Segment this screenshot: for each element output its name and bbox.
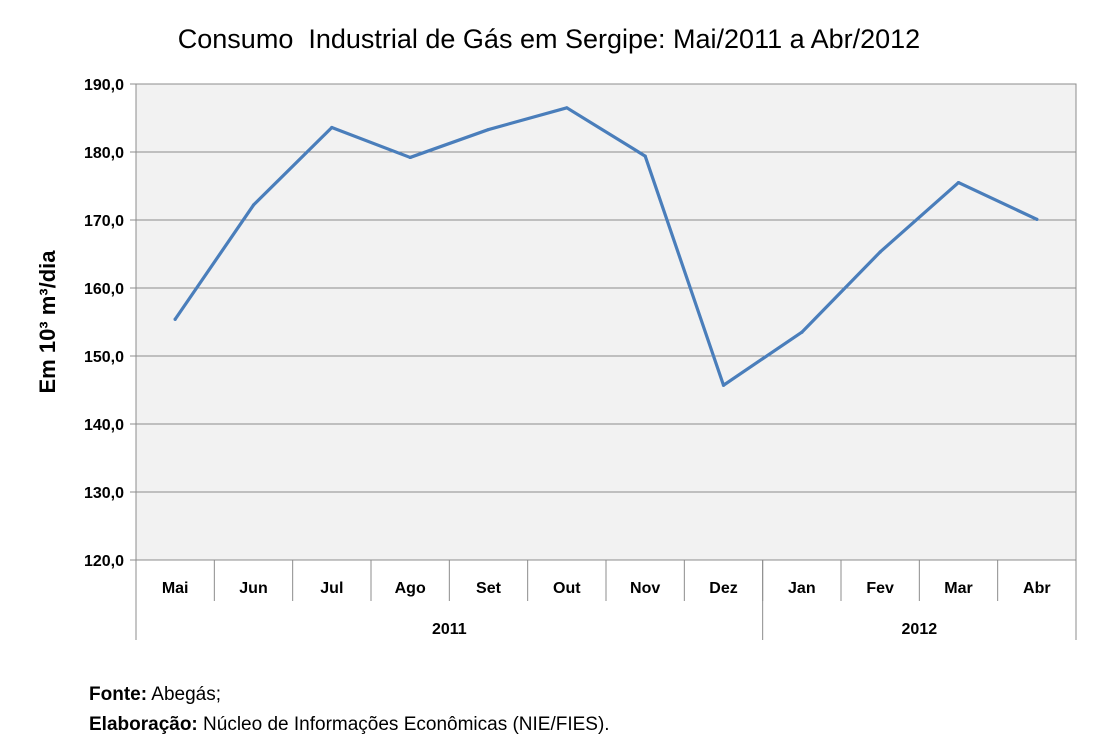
x-tick-label: Jul (320, 580, 343, 597)
source-label: Fonte: (89, 684, 148, 705)
y-tick-label: 170,0 (84, 213, 124, 230)
y-axis-tick-labels: 120,0 130,0 140,0 150,0 160,0 170,0 180,0 190,0 (84, 77, 124, 570)
group-label: 2011 (432, 621, 467, 638)
series-line (173, 106, 1039, 387)
data-point (956, 181, 961, 185)
x-tick-label: Ago (395, 580, 426, 597)
y-tick-label: 140,0 (84, 417, 124, 434)
data-point (643, 154, 647, 158)
y-tick-label: 130,0 (84, 485, 124, 502)
x-tick-label: Fev (866, 580, 894, 597)
y-tick-label: 180,0 (84, 145, 124, 162)
y-tick-label: 120,0 (84, 553, 124, 570)
x-tick-label: Mar (944, 580, 972, 597)
series-lines (173, 106, 1039, 387)
gridlines (130, 83, 1076, 561)
x-tick-label: Out (553, 580, 581, 597)
y-tick-label: 160,0 (84, 281, 124, 298)
y-tick-label: 150,0 (84, 349, 124, 366)
data-point (878, 250, 882, 254)
plot-background (135, 83, 1077, 561)
x-axis-tick-labels: Mai Jun Jul Ago Set Out Nov Dez Jan Fev Mar Abr (162, 580, 1051, 597)
axes (135, 84, 1077, 640)
credit-text: Núcleo de Informações Econômicas (NIE/FI… (197, 714, 610, 735)
x-tick-label: Nov (630, 580, 660, 597)
data-point (800, 330, 804, 334)
source-note: Fonte: Abegás; (89, 684, 221, 706)
x-axis-year-groups: 2011 2012 (432, 560, 1077, 640)
data-point (1035, 217, 1039, 221)
x-tick-label: Set (476, 580, 502, 597)
data-point (330, 125, 334, 130)
credit-note: Elaboração: Núcleo de Informações Econôm… (89, 714, 610, 736)
data-point (565, 106, 569, 110)
data-point (408, 155, 412, 160)
group-label: 2012 (902, 621, 938, 638)
x-tick-label: Abr (1023, 580, 1051, 597)
data-point (486, 127, 491, 132)
chart-title: Consumo Industrial de Gás em Sergipe: Ma… (178, 24, 920, 54)
data-point (721, 383, 726, 387)
y-tick-label: 190,0 (84, 77, 124, 94)
y-axis-label: Em 10³ m³/dia (35, 250, 60, 394)
plot-area (135, 83, 1077, 561)
credit-label: Elaboração: (89, 714, 198, 735)
x-tick-label: Jan (788, 580, 816, 597)
source-text: Abegás; (147, 684, 221, 705)
x-tick-label: Jun (239, 580, 267, 597)
data-point (173, 317, 177, 321)
x-tick-label: Mai (162, 580, 189, 597)
data-point (251, 203, 256, 207)
x-tick-label: Dez (709, 580, 737, 597)
